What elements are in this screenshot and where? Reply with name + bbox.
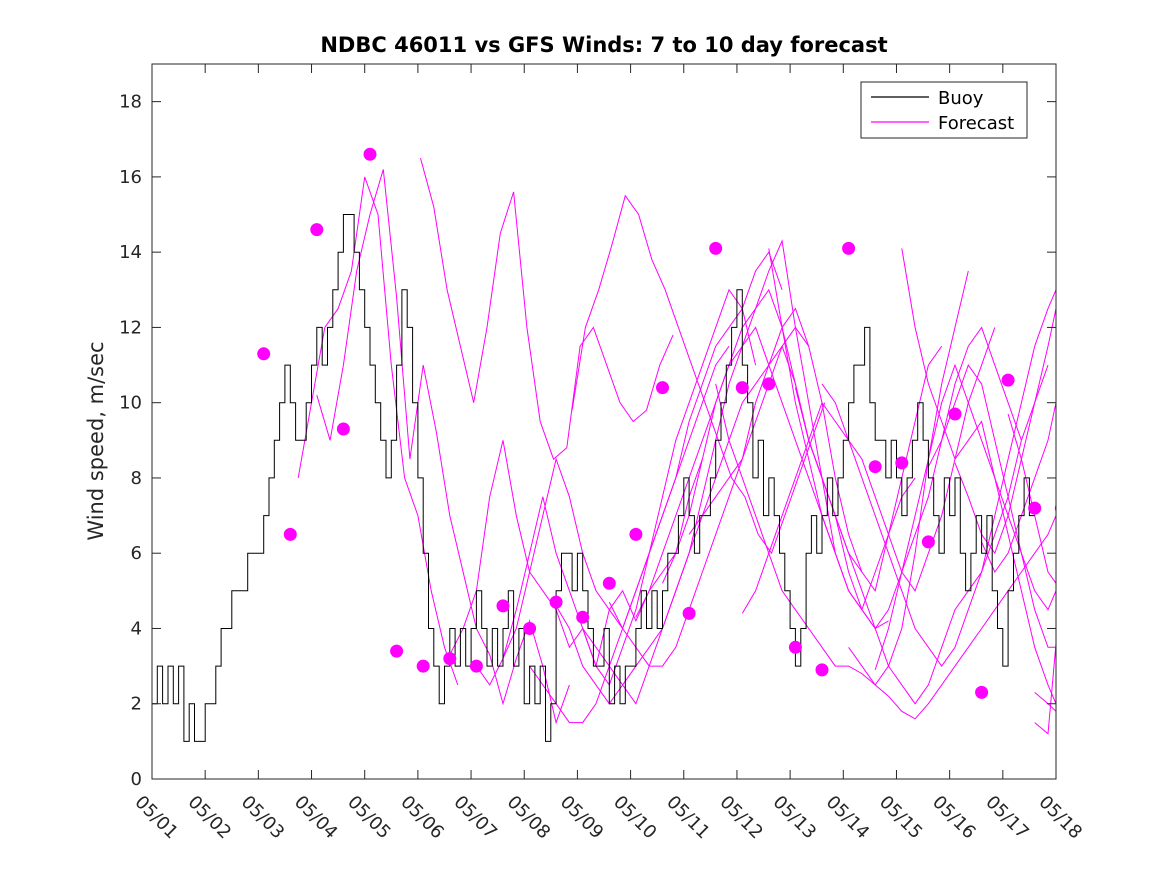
y-axis: 0 2 4 6 8 10 12 14 16 18 <box>119 92 1056 790</box>
y-tick-label: 0 <box>131 769 142 790</box>
forecast-line-16 <box>741 327 996 614</box>
forecast-marker <box>602 576 616 590</box>
forecast-marker <box>336 422 350 436</box>
axes-box <box>151 63 1057 780</box>
y-tick-label: 6 <box>131 543 142 564</box>
forecast-line-4 <box>571 194 826 555</box>
y-tick-label: 14 <box>119 242 142 263</box>
forecast-marker <box>709 241 723 255</box>
forecast-line-28 <box>1034 643 1056 735</box>
forecast-marker <box>842 241 856 255</box>
forecast-marker <box>576 610 590 624</box>
forecast-marker <box>523 622 537 635</box>
legend-forecast-label: Forecast <box>938 113 1014 134</box>
forecast-line-8 <box>529 251 783 724</box>
chart-title: NDBC 46011 vs GFS Winds: 7 to 10 day for… <box>320 33 887 57</box>
forecast-marker <box>921 535 935 549</box>
forecast-line-24 <box>954 308 1056 555</box>
legend: Buoy Forecast <box>860 81 1028 139</box>
forecast-line-3 <box>420 157 674 460</box>
y-tick-label: 2 <box>131 694 142 715</box>
forecast-marker <box>1001 373 1015 387</box>
forecast-marker <box>735 381 749 395</box>
plot-area <box>152 147 1056 742</box>
forecast-marker <box>975 685 989 699</box>
forecast-line-6 <box>475 345 730 686</box>
y-tick-label: 8 <box>131 468 142 489</box>
y-axis-label: Wind speed, m/sec <box>84 341 108 540</box>
y-tick-label: 10 <box>119 393 142 414</box>
forecast-line-14 <box>688 326 943 592</box>
buoy-line <box>152 214 1035 742</box>
forecast-marker <box>1028 501 1042 515</box>
forecast-marker <box>416 659 430 673</box>
forecast-marker <box>815 663 829 677</box>
forecast-line-22 <box>901 248 1056 704</box>
legend-buoy-label: Buoy <box>938 88 984 109</box>
forecast-marker <box>283 527 297 541</box>
forecast-marker <box>549 595 563 609</box>
forecast-line-18 <box>794 364 1049 705</box>
forecast-marker <box>682 606 696 620</box>
forecast-marker <box>656 381 669 395</box>
y-tick-label: 12 <box>119 317 142 338</box>
legend-box <box>860 81 1028 139</box>
y-tick-label: 16 <box>119 167 142 188</box>
forecast-marker <box>788 640 802 654</box>
forecast-marker <box>895 456 909 470</box>
forecast-marker <box>496 599 510 613</box>
forecast-line-15 <box>715 270 969 686</box>
forecast-marker <box>868 460 882 474</box>
y-tick-label: 4 <box>131 618 142 639</box>
forecast-marker <box>443 652 457 666</box>
forecast-marker <box>257 347 271 361</box>
forecast-line-13 <box>662 239 916 611</box>
forecast-line-5 <box>449 440 703 668</box>
forecast-line-21 <box>874 363 1056 671</box>
forecast-marker <box>390 644 404 658</box>
forecast-marker <box>762 377 776 391</box>
forecast-line-19 <box>821 289 1056 667</box>
forecast-line-1 <box>297 176 459 686</box>
forecast-marker <box>310 223 324 237</box>
forecast-marker <box>469 659 483 673</box>
forecast-marker <box>948 407 962 421</box>
y-tick-label: 18 <box>119 92 142 113</box>
forecast-marker <box>629 527 643 541</box>
forecast-marker <box>363 147 377 161</box>
